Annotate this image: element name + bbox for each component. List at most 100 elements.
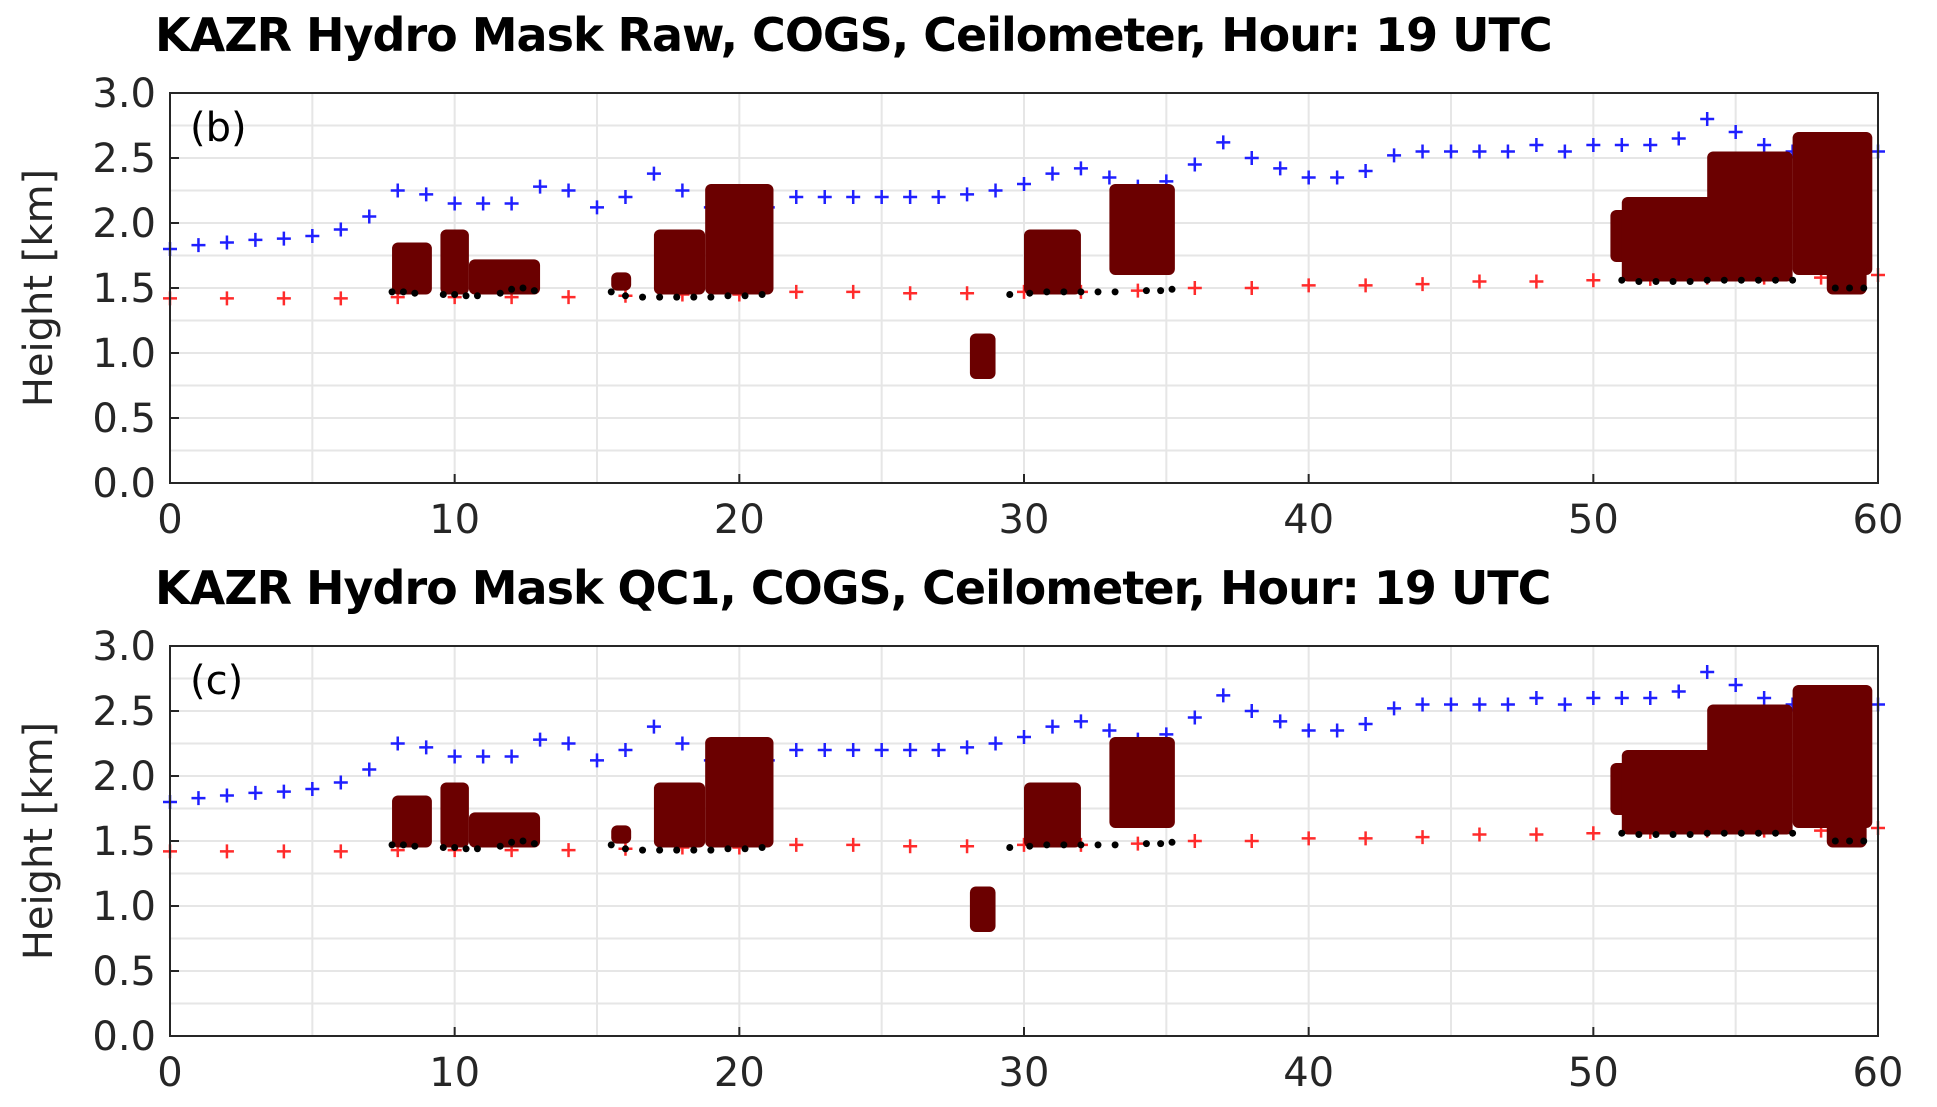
cogs-top-point [533,179,548,194]
cloud-base-point [639,293,647,301]
cogs-top-point [1444,144,1458,159]
cloud-base-point [1860,284,1868,292]
hydro-mask-series [392,685,1873,932]
cloud-base-series [388,829,1868,854]
cloud-base-point [1094,841,1102,849]
cloud-base-point [1111,841,1119,849]
cloud-base-point [462,292,470,300]
cogs-top-point [1643,138,1658,152]
cloud-base-point [530,840,538,848]
cogs-top-point [846,190,861,204]
cloud-base-point [1831,837,1839,845]
y-axis: 0.0 0.5 1.0 1.5 2.0 2.5 3.0 [92,624,179,1060]
cogs-top-point [1358,717,1373,731]
cogs-top-point [191,238,206,253]
cogs-top-point [248,785,263,800]
cogs-top-point [1728,125,1743,139]
cloud-base-point [1789,829,1797,837]
cogs-top-point [1415,697,1430,712]
ceilometer-point [1130,836,1145,851]
y-tick-label: 1.0 [92,331,156,377]
cogs-top-point [1586,138,1601,152]
cogs-top-point [1500,144,1515,159]
cogs-top-point [447,749,462,764]
cloud-base-point [530,287,538,295]
cogs-top-point [191,791,206,806]
cloud-base-point [1737,276,1745,284]
cogs-top-point [504,196,519,211]
x-tick-label: 50 [1568,1050,1619,1096]
cloud-base-point [1026,289,1034,297]
hydro-mask-patch [468,259,541,295]
chart-panel-b: KAZR Hydro Mask Raw, COGS, Ceilometer, H… [0,0,1937,553]
cloud-base-point [1652,831,1660,838]
cogs-top-point [960,187,975,202]
cloud-base-point [758,291,766,298]
y-tick-label: 1.0 [92,884,156,930]
cloud-base-point [411,842,419,850]
y-tick-label: 1.5 [92,819,156,865]
cogs-top-point [390,183,405,198]
ceilometer-point [1187,834,1202,848]
ceilometer-point [219,844,234,859]
cogs-top-point [333,222,348,237]
hydro-mask-patch [468,812,541,848]
x-tick-label: 60 [1853,1050,1904,1096]
x-tick-label: 10 [429,1050,480,1096]
cogs-top-point [846,743,861,757]
cogs-top-point [988,736,1003,751]
hydro-mask-patch [1792,685,1873,828]
cogs-top-point [1387,148,1402,163]
x-tick-label: 30 [999,497,1050,543]
cogs-top-point [1757,691,1772,705]
ceilometer-point [1472,274,1487,289]
cogs-top-point [561,183,576,198]
cloud-base-point [1060,288,1068,296]
cogs-top-point [1073,714,1088,729]
cloud-base-point [1618,276,1626,284]
cogs-top-point [362,209,377,224]
cloud-base-point [1168,285,1176,293]
cogs-top-point [1216,135,1231,150]
cloud-base-point [1060,841,1068,849]
x-tick-label: 10 [429,497,480,543]
cogs-top-point [1102,723,1117,738]
cogs-top-point [1472,697,1487,712]
cloud-base-point [1077,841,1085,849]
cogs-top-point [476,196,491,211]
hydro-mask-patch [392,795,432,848]
hydro-mask-patch [392,242,432,295]
y-tick-label: 2.0 [92,201,156,247]
cloud-base-point [707,293,715,301]
y-tick-label: 2.5 [92,136,156,182]
cloud-base-point [496,842,504,850]
ceilometer-point [333,844,348,859]
ceilometer-point [789,284,804,299]
cogs-top-point [1301,170,1316,185]
cloud-base-point [621,845,629,853]
cloud-base-point [451,291,459,298]
cogs-top-point [1330,170,1345,185]
cloud-base-point [1142,287,1150,295]
cogs-top-point [248,232,263,247]
cloud-base-point [451,844,459,851]
cloud-base-point [439,844,447,851]
cloud-base-point [1635,831,1643,838]
cogs-top-point [1073,161,1088,176]
cloud-base-point [1094,288,1102,296]
cloud-base-point [1860,837,1868,845]
x-tick-label: 20 [714,497,765,543]
chart-plot-c: 0 10 20 30 40 50 60 0.0 0.5 1.0 1.5 2.0 2.5 3.0 Height… [16,624,1904,1096]
hydro-mask-patch [653,229,706,295]
cogs-top-point [1529,138,1544,152]
cogs-top-point [789,743,804,757]
hydro-mask-patch [1109,184,1175,275]
ceilometer-point [903,839,918,854]
ceilometer-point [561,843,576,858]
cloud-base-point [1686,831,1694,838]
cogs-top-point [646,719,661,734]
cogs-top-point [1017,177,1031,191]
hydro-mask-series [392,132,1873,379]
cogs-top-point [476,749,491,764]
cogs-top-point [903,190,918,204]
